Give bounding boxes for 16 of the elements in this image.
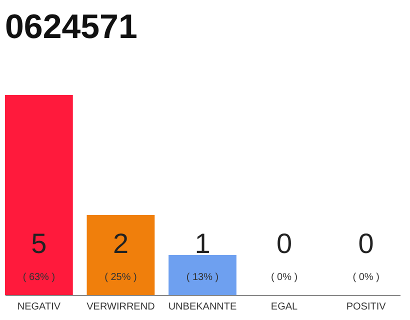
chart-title: 0624571 xyxy=(5,8,138,46)
data-label: 5 xyxy=(31,228,47,259)
annotation: ( 63% ) xyxy=(22,272,56,283)
x-tick-label: POSITIV xyxy=(346,302,386,312)
data-label: 2 xyxy=(112,228,129,259)
x-tick-label: EGAL xyxy=(270,302,298,312)
x-tick-label: VERWIRREND xyxy=(86,302,155,312)
annotation: ( 0% ) xyxy=(270,272,298,283)
x-tick-label: NEGATIV xyxy=(17,302,61,312)
annotation: ( 25% ) xyxy=(104,272,137,283)
x-tick-label: UNBEKANNTE xyxy=(168,302,237,312)
data-label: 0 xyxy=(276,228,292,259)
data-label: 0 xyxy=(358,228,374,259)
data-label: 1 xyxy=(194,228,210,259)
annotation: ( 0% ) xyxy=(352,272,380,283)
annotation: ( 13% ) xyxy=(186,272,219,283)
